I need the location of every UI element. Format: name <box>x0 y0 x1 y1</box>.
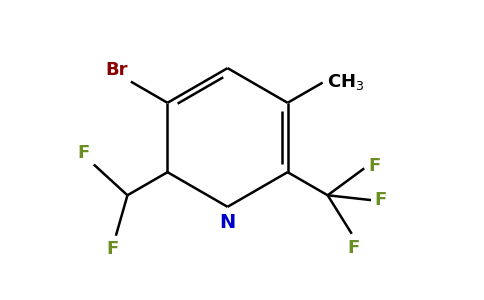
Text: N: N <box>219 213 236 232</box>
Text: F: F <box>77 144 90 162</box>
Text: F: F <box>348 238 360 256</box>
Text: F: F <box>368 158 380 175</box>
Text: F: F <box>375 191 387 209</box>
Text: F: F <box>107 240 119 258</box>
Text: CH$_3$: CH$_3$ <box>327 72 364 92</box>
Text: Br: Br <box>106 61 128 79</box>
